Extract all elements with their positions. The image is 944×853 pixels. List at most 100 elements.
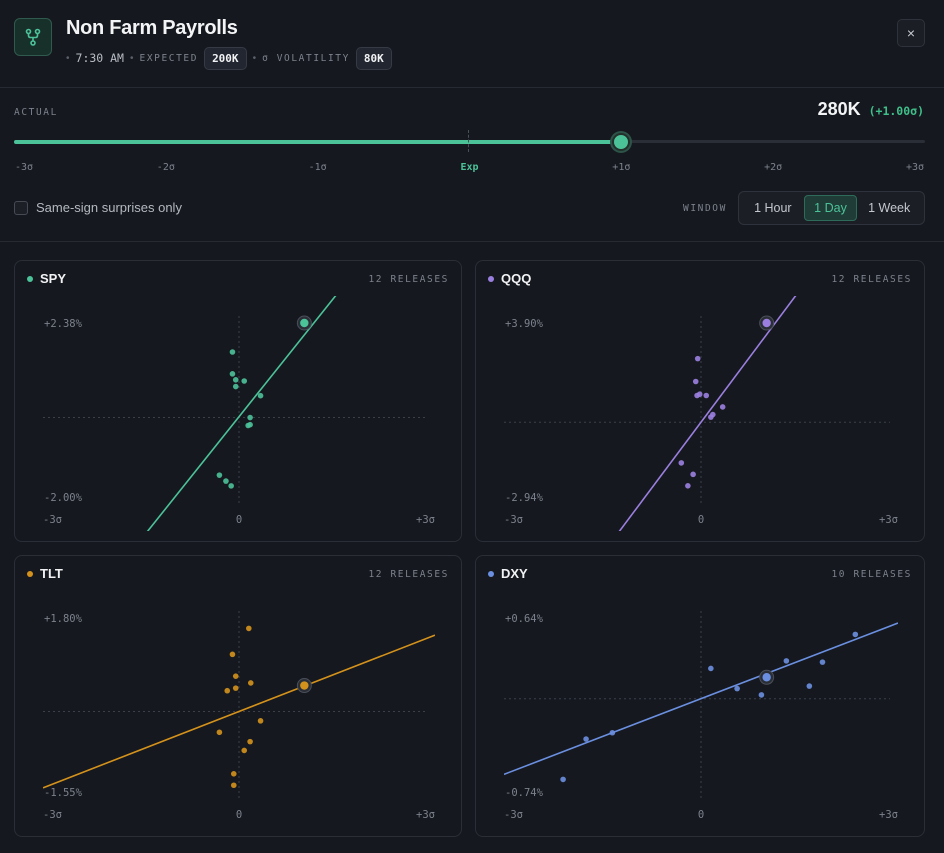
ticker-name: DXY: [501, 566, 528, 581]
y-min-label: -2.94%: [505, 492, 544, 504]
same-sign-checkbox[interactable]: [14, 200, 28, 215]
regression-line: [43, 634, 435, 789]
section-divider: [0, 241, 944, 242]
data-point: [229, 651, 236, 658]
data-point: [852, 631, 859, 638]
releases-count: 12 RELEASES: [368, 569, 449, 580]
same-sign-label: Same-sign surprises only: [36, 200, 182, 215]
fork-icon: [14, 18, 52, 56]
data-point: [229, 349, 236, 355]
ticker-name: SPY: [40, 271, 67, 286]
data-point: [690, 471, 696, 478]
expected-value-badge: 200K: [204, 46, 247, 70]
x-tick-label: 0: [236, 514, 242, 526]
volatility-value-badge: 80K: [355, 46, 392, 70]
data-point: [609, 729, 616, 736]
chart-card-tlt: TLT 12 RELEASES +1.80% -1.55% -3σ 0 +3σ: [14, 555, 462, 837]
data-point: [583, 736, 589, 742]
scatter-chart: +3.90% -2.94% -3σ 0 +3σ: [504, 296, 898, 531]
slider-scale-label: -2σ: [156, 162, 175, 173]
data-point: [232, 685, 239, 691]
data-point: [232, 377, 239, 383]
x-tick-label: +3σ: [879, 809, 898, 821]
data-point: [246, 625, 252, 632]
x-tick-label: 0: [698, 514, 704, 526]
data-point: [257, 392, 264, 399]
data-point: [232, 673, 239, 679]
releases-count: 10 RELEASES: [831, 569, 912, 580]
data-point: [719, 404, 726, 410]
series-color-dot: [27, 275, 33, 282]
data-point: [216, 729, 223, 736]
data-point: [241, 747, 248, 754]
regression-line: [618, 296, 797, 531]
chart-header: TLT: [27, 566, 63, 581]
close-button[interactable]: ×: [897, 19, 925, 47]
x-tick-label: -3σ: [43, 514, 62, 526]
scatter-chart: +1.80% -1.55% -3σ 0 +3σ: [43, 611, 435, 821]
current-marker: [762, 318, 771, 328]
chart-card-spy: SPY 12 RELEASES +2.38% -2.00% -3σ 0 +3σ: [14, 260, 462, 542]
release-meta: • 7:30 AM • EXPECTED 200K • σ VOLATILITY…: [66, 46, 392, 70]
chart-card-qqq: QQQ 12 RELEASES +3.90% -2.94% -3σ 0 +3σ: [475, 260, 925, 542]
meta-separator: •: [252, 52, 257, 64]
meta-separator: •: [129, 52, 134, 64]
slider-scale-label: +1σ: [612, 162, 631, 173]
same-sign-filter[interactable]: Same-sign surprises only: [14, 200, 182, 215]
series-color-dot: [27, 570, 33, 577]
current-marker: [300, 318, 309, 328]
data-point: [685, 483, 691, 489]
data-point: [806, 683, 813, 689]
expected-label: EXPECTED: [139, 52, 199, 64]
data-point: [560, 776, 566, 783]
y-max-label: +0.64%: [505, 613, 544, 625]
data-point: [819, 659, 826, 665]
x-tick-label: +3σ: [879, 514, 898, 526]
x-tick-label: -3σ: [504, 809, 523, 821]
scatter-chart: +0.64% -0.74% -3σ 0 +3σ: [504, 611, 898, 821]
series-color-dot: [488, 275, 494, 282]
actual-slider-fill: [14, 140, 622, 144]
y-max-label: +1.80%: [44, 613, 83, 625]
regression-line: [146, 296, 337, 531]
window-option-1-day[interactable]: 1 Day: [803, 195, 858, 221]
actual-sigma: (+1.00σ): [868, 104, 924, 118]
data-point: [247, 414, 253, 421]
x-tick-label: 0: [698, 809, 704, 821]
ticker-name: TLT: [40, 566, 63, 581]
window-selector: 1 Hour 1 Day 1 Week: [738, 191, 925, 225]
slider-scale-label: +2σ: [764, 162, 783, 173]
data-point: [703, 392, 710, 399]
actual-value-display: 280K (+1.00σ): [818, 99, 924, 120]
window-option-1-hour[interactable]: 1 Hour: [754, 201, 792, 215]
data-point: [224, 687, 231, 694]
scatter-chart: +2.38% -2.00% -3σ 0 +3σ: [43, 296, 435, 531]
volatility-label: σ VOLATILITY: [262, 52, 350, 64]
data-point: [710, 411, 716, 418]
series-color-dot: [488, 570, 494, 577]
chart-card-dxy: DXY 10 RELEASES +0.64% -0.74% -3σ 0 +3σ: [475, 555, 925, 837]
header: Non Farm Payrolls • 7:30 AM • EXPECTED 2…: [0, 0, 944, 88]
expected-marker: [468, 130, 469, 152]
actual-slider-thumb[interactable]: [612, 133, 631, 151]
data-point: [230, 782, 237, 789]
x-tick-label: -3σ: [504, 514, 523, 526]
regression-line: [504, 622, 898, 776]
data-point: [783, 658, 790, 664]
close-icon: ×: [906, 25, 916, 41]
x-tick-label: +3σ: [416, 514, 435, 526]
y-max-label: +3.90%: [505, 318, 544, 330]
window-option-1-week[interactable]: 1 Week: [868, 201, 911, 215]
chart-header: SPY: [27, 271, 66, 286]
current-marker: [300, 681, 309, 690]
data-point: [678, 460, 685, 466]
data-point: [223, 478, 229, 484]
releases-count: 12 RELEASES: [831, 274, 912, 285]
data-point: [228, 483, 234, 489]
meta-separator: •: [66, 52, 70, 64]
data-point: [241, 378, 248, 384]
slider-scale-label: -1σ: [308, 162, 327, 173]
data-point: [229, 371, 236, 377]
data-point: [247, 680, 254, 686]
chart-header: QQQ: [488, 271, 531, 286]
